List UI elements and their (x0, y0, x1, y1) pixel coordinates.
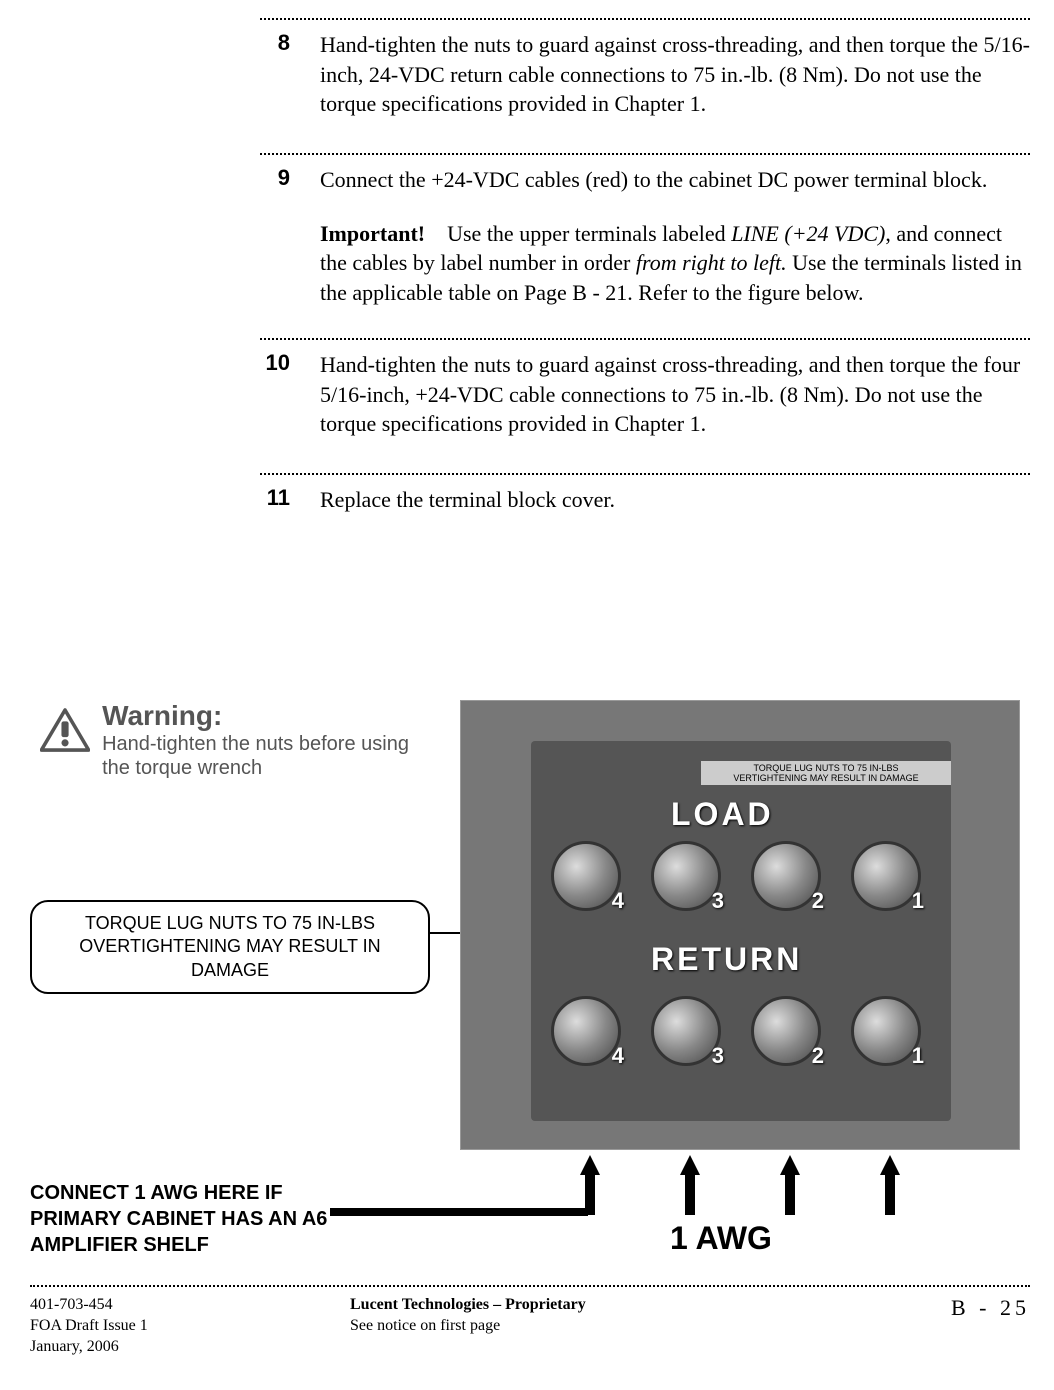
footer-left: 401-703-454 FOA Draft Issue 1 January, 2… (30, 1295, 148, 1357)
return-nut-row: 4 3 2 1 (551, 996, 921, 1066)
steps-list: 8 Hand-tighten the nuts to guard against… (260, 10, 1030, 523)
load-nut-row: 4 3 2 1 (551, 841, 921, 911)
divider (260, 473, 1030, 475)
step-num-9: 9 (260, 165, 290, 195)
torque-line2: OVERTIGHTENING MAY RESULT IN DAMAGE (46, 935, 414, 982)
notice-line: See notice on first page (350, 1316, 710, 1337)
arrow-icon (680, 1155, 700, 1175)
arrow-icon (780, 1155, 800, 1175)
nut: 4 (551, 841, 621, 911)
awg-label: 1 AWG (670, 1220, 772, 1257)
footer-divider (30, 1285, 1030, 1287)
return-label: RETURN (651, 941, 802, 978)
warning-text: Hand-tighten the nuts before using the t… (102, 732, 440, 780)
warning-triangle-icon (40, 700, 90, 760)
step-9: 9 Connect the +24-VDC cables (red) to th… (260, 165, 1030, 195)
page-number: B - 25 (951, 1295, 1030, 1321)
step-num-8: 8 (260, 30, 290, 119)
doc-issue: FOA Draft Issue 1 (30, 1316, 148, 1337)
step-num-10: 10 (260, 350, 290, 439)
arrow-shaft (885, 1175, 895, 1215)
step-10: 10 Hand-tighten the nuts to guard agains… (260, 350, 1030, 439)
divider (260, 338, 1030, 340)
photo-small-label: TORQUE LUG NUTS TO 75 IN-LBS VERTIGHTENI… (701, 761, 951, 785)
step-text-8: Hand-tighten the nuts to guard against c… (320, 30, 1030, 119)
nut: 2 (751, 841, 821, 911)
doc-number: 401-703-454 (30, 1295, 148, 1316)
terminal-block-figure: Warning: Hand-tighten the nuts before us… (30, 700, 1030, 1260)
important-text-a: Use the upper terminals labeled (447, 221, 731, 246)
nut: 3 (651, 996, 721, 1066)
important-line-italic: LINE (+24 VDC) (731, 221, 885, 246)
nut: 2 (751, 996, 821, 1066)
load-label: LOAD (671, 796, 774, 833)
nut: 3 (651, 841, 721, 911)
step-11: 11 Replace the terminal block cover. (260, 485, 1030, 515)
step-text-11: Replace the terminal block cover. (320, 485, 1030, 515)
terminal-block-photo: TORQUE LUG NUTS TO 75 IN-LBS VERTIGHTENI… (460, 700, 1020, 1150)
nut: 1 (851, 841, 921, 911)
warning-box: Warning: Hand-tighten the nuts before us… (40, 700, 440, 780)
step-8: 8 Hand-tighten the nuts to guard against… (260, 30, 1030, 119)
doc-date: January, 2006 (30, 1337, 148, 1358)
step-text-10: Hand-tighten the nuts to guard against c… (320, 350, 1030, 439)
arrow-icon (880, 1155, 900, 1175)
torque-line1: TORQUE LUG NUTS TO 75 IN-LBS (46, 912, 414, 935)
arrow-shaft (785, 1175, 795, 1215)
connect-leader (330, 1208, 588, 1216)
important-c-italic: from right to left. (636, 250, 787, 275)
divider (260, 153, 1030, 155)
divider (260, 18, 1030, 20)
arrow-icon (580, 1155, 600, 1175)
nut: 1 (851, 996, 921, 1066)
step-text-9: Connect the +24-VDC cables (red) to the … (320, 165, 1030, 195)
step-9-important: Important! Use the upper terminals label… (320, 219, 1030, 308)
warning-title: Warning: (102, 700, 440, 732)
connect-awg-text: CONNECT 1 AWG HERE IF PRIMARY CABINET HA… (30, 1180, 330, 1258)
step-num-11: 11 (260, 485, 290, 515)
proprietary-line: Lucent Technologies – Proprietary (350, 1295, 710, 1316)
torque-callout: TORQUE LUG NUTS TO 75 IN-LBS OVERTIGHTEN… (30, 900, 430, 994)
terminal-plate: TORQUE LUG NUTS TO 75 IN-LBS VERTIGHTENI… (531, 741, 951, 1121)
nut: 4 (551, 996, 621, 1066)
footer-center: Lucent Technologies – Proprietary See no… (350, 1295, 710, 1337)
important-label: Important! (320, 221, 425, 246)
arrow-shaft (685, 1175, 695, 1215)
